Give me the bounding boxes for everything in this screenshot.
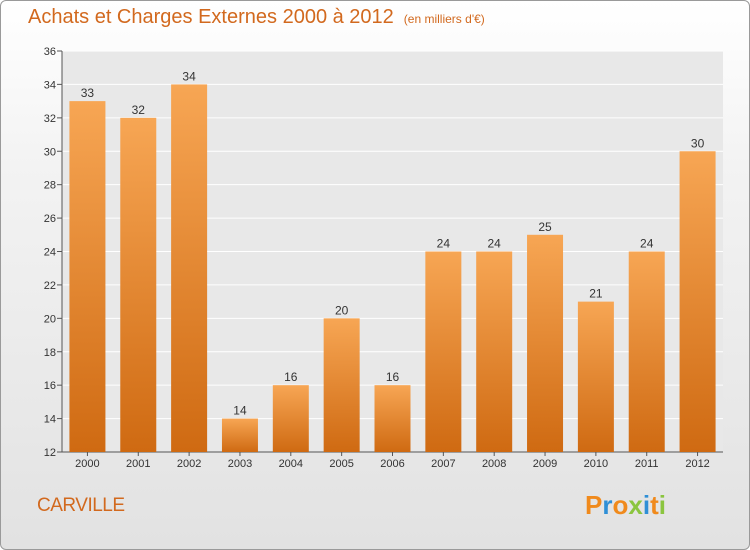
bar-value-label: 24 [437, 237, 451, 251]
x-tick-label: 2002 [177, 458, 201, 470]
y-tick-label: 22 [44, 280, 56, 292]
y-tick-label: 18 [44, 347, 56, 359]
y-tick-label: 14 [44, 414, 56, 426]
x-tick-label: 2009 [533, 458, 557, 470]
y-tick-label: 34 [44, 79, 56, 91]
bar-value-label: 24 [640, 237, 654, 251]
proxiti-logo: Proxiti [585, 490, 666, 521]
bar [679, 151, 716, 452]
y-tick-label: 32 [44, 113, 56, 125]
bar [120, 117, 157, 452]
y-tick-label: 24 [44, 247, 56, 259]
bar [425, 251, 462, 452]
bar [171, 84, 208, 453]
logo-letter: i [658, 490, 666, 520]
bar-value-label: 32 [132, 103, 146, 117]
x-tick-label: 2005 [329, 458, 353, 470]
x-tick-label: 2007 [431, 458, 455, 470]
x-tick-label: 2012 [685, 458, 709, 470]
bar-value-label: 20 [335, 303, 349, 317]
bar-value-label: 16 [284, 370, 298, 384]
y-tick-label: 30 [44, 146, 56, 158]
bar-value-label: 25 [538, 220, 552, 234]
logo-letter: r [602, 490, 613, 520]
bar-value-label: 34 [182, 69, 196, 83]
y-tick-label: 20 [44, 313, 56, 325]
x-tick-label: 2003 [228, 458, 252, 470]
bar-value-label: 30 [691, 136, 705, 150]
bar [272, 385, 309, 452]
logo-letter: i [642, 490, 651, 520]
bar [527, 234, 564, 452]
chart-subtitle: (en milliers d'€) [403, 12, 485, 26]
y-tick-label: 16 [44, 380, 56, 392]
bar-value-label: 21 [589, 287, 603, 301]
bar [577, 301, 614, 452]
x-tick-label: 2011 [635, 458, 659, 470]
bar [69, 101, 106, 452]
bar [374, 385, 411, 452]
bar-value-label: 14 [233, 404, 247, 418]
chart-title-text: Achats et Charges Externes 2000 à 2012 [28, 6, 394, 28]
y-tick-label: 28 [44, 180, 56, 192]
x-tick-label: 2010 [584, 458, 608, 470]
y-tick-label: 12 [44, 447, 56, 459]
y-tick-label: 26 [44, 213, 56, 225]
location-label: CARVILLE [37, 495, 125, 516]
y-tick-label: 36 [44, 46, 56, 58]
x-tick-label: 2004 [279, 458, 303, 470]
logo-letter: o [612, 490, 629, 520]
bar [323, 318, 360, 452]
bar-value-label: 33 [81, 86, 95, 100]
logo-letter: P [585, 490, 603, 520]
bar-value-label: 24 [488, 237, 502, 251]
bar-value-label: 16 [386, 370, 400, 384]
bar [628, 251, 665, 452]
chart-title: Achats et Charges Externes 2000 à 2012 (e… [28, 6, 485, 29]
x-tick-label: 2000 [75, 458, 99, 470]
bar [476, 251, 513, 452]
x-tick-label: 2008 [482, 458, 506, 470]
bar [221, 418, 258, 452]
logo-letter: x [628, 490, 643, 520]
x-tick-label: 2006 [380, 458, 404, 470]
x-tick-label: 2001 [126, 458, 150, 470]
logo-letter: t [650, 490, 659, 520]
